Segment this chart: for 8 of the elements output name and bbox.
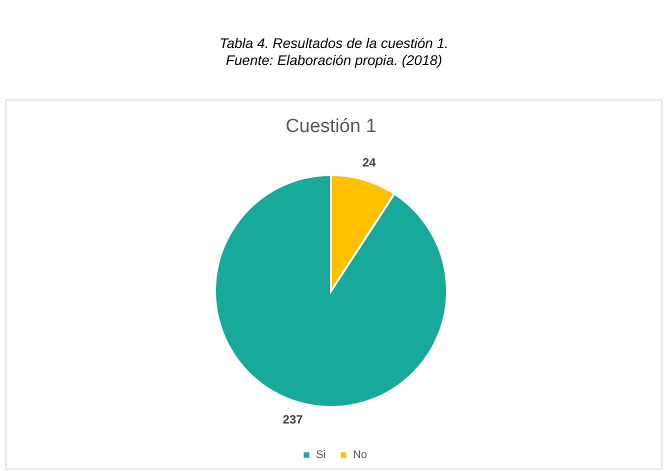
legend-label: Si — [316, 448, 326, 461]
text: Tabla 4. Resultados de la cuestión 1. — [219, 35, 449, 51]
data-label: 24 — [362, 156, 376, 170]
data-label: 237 — [282, 412, 304, 426]
source-note: Fuente: Elaboración propia. (2018) — [226, 52, 442, 68]
legend-label: No — [353, 448, 368, 461]
chart-title: Cuestión 1 — [286, 116, 376, 137]
pie-slice — [214, 174, 448, 408]
